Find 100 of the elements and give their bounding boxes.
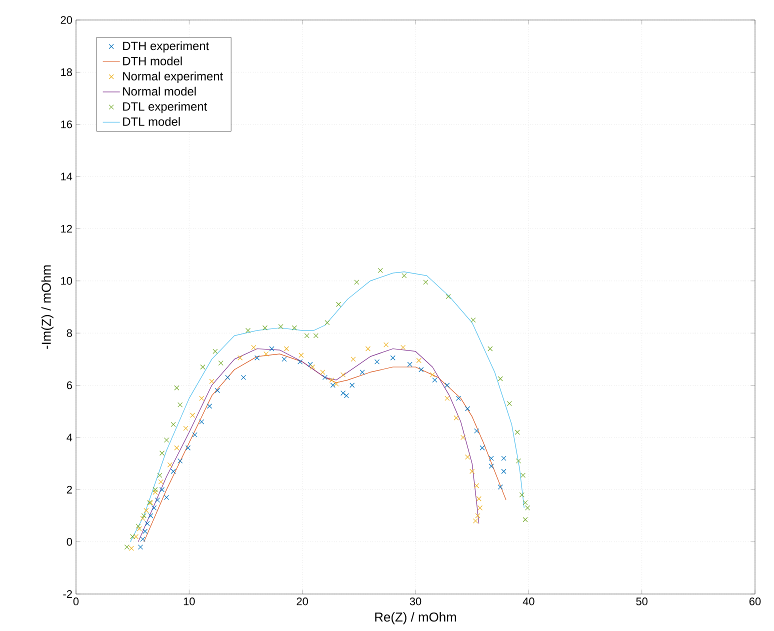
point [522, 517, 528, 522]
point [254, 355, 260, 360]
x-tick-label: 30 [410, 598, 422, 606]
point [470, 468, 475, 474]
point [284, 346, 290, 352]
x-tick-label: 0 [73, 598, 79, 606]
point [474, 428, 480, 434]
point [178, 458, 183, 464]
point [460, 434, 466, 440]
point [498, 484, 503, 490]
point [159, 487, 165, 492]
point [130, 534, 136, 540]
legend-label: DTL model [123, 117, 180, 126]
point [158, 479, 164, 484]
point [144, 521, 150, 526]
y-tick-label: -2 [63, 590, 72, 598]
point [432, 377, 438, 383]
point [140, 536, 146, 542]
point [477, 505, 483, 510]
point [174, 445, 180, 450]
point [330, 382, 336, 388]
point [350, 382, 355, 388]
point [262, 325, 268, 330]
point [212, 348, 218, 354]
point [298, 359, 303, 364]
y-tick-label: 0 [66, 538, 72, 546]
point [174, 385, 180, 390]
point [430, 372, 436, 378]
point [524, 505, 530, 510]
point [488, 456, 494, 461]
x-tick-label: 40 [522, 598, 534, 606]
point [488, 346, 493, 352]
point [185, 445, 191, 450]
point [164, 438, 170, 443]
x-tick-label: 50 [636, 598, 648, 606]
point [157, 472, 162, 478]
point [144, 508, 149, 514]
point [124, 544, 130, 550]
point [128, 546, 134, 551]
point [167, 462, 172, 468]
point [192, 432, 198, 438]
point [269, 346, 274, 352]
point [218, 360, 224, 366]
point [444, 396, 450, 401]
point [141, 513, 146, 518]
point [152, 505, 157, 510]
point [164, 494, 170, 500]
point [183, 426, 188, 431]
point [308, 362, 313, 367]
point [456, 396, 462, 401]
point [516, 458, 522, 464]
point [245, 328, 251, 334]
point [350, 356, 356, 362]
point [251, 344, 256, 350]
legend-label: DTL experiment [123, 102, 208, 114]
point [354, 280, 360, 285]
point [344, 393, 350, 398]
point [304, 333, 310, 338]
point [264, 351, 269, 357]
point [446, 294, 451, 300]
point [472, 518, 478, 524]
y-tick-label: 12 [61, 224, 72, 233]
point [199, 396, 204, 401]
point [340, 372, 346, 378]
y-tick-label: 4 [66, 434, 72, 442]
point [418, 367, 424, 372]
legend-label: Normal experiment [123, 72, 224, 83]
point [240, 374, 246, 380]
point [465, 406, 470, 412]
point [313, 333, 318, 338]
point [506, 400, 512, 406]
point [474, 483, 480, 488]
point [465, 454, 470, 460]
point [206, 404, 212, 409]
point [170, 468, 176, 474]
y-tick-label: 20 [60, 16, 72, 24]
line-series [130, 271, 524, 542]
point [190, 412, 196, 418]
point [142, 528, 148, 534]
y-tick-label: 8 [66, 329, 72, 337]
point [324, 320, 330, 326]
point [310, 364, 316, 370]
point [470, 317, 476, 323]
point [480, 445, 485, 450]
point [423, 280, 428, 285]
point [384, 342, 389, 348]
point [498, 376, 503, 382]
point [278, 324, 284, 330]
point [136, 524, 141, 529]
point [402, 273, 407, 278]
point [501, 468, 506, 474]
point [322, 374, 328, 380]
y-tick-label: 2 [66, 486, 72, 494]
point [488, 464, 494, 469]
point [292, 325, 297, 330]
x-tick-label: 10 [184, 598, 195, 606]
point [390, 355, 396, 360]
point [152, 487, 158, 492]
point [209, 378, 214, 384]
point [214, 388, 220, 394]
